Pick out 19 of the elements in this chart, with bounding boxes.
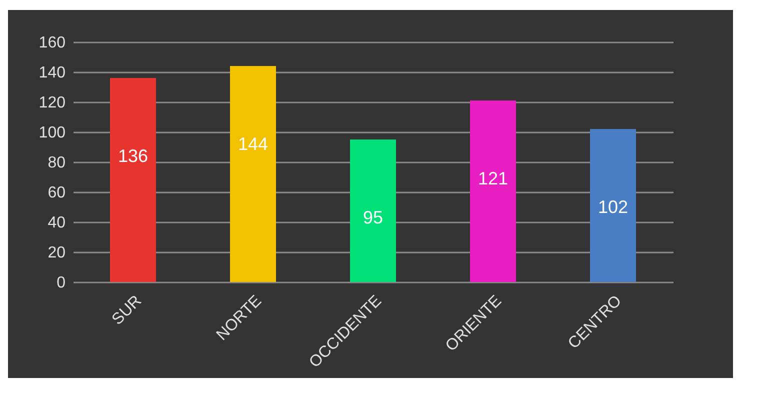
data-label: 136	[118, 146, 148, 166]
bar	[350, 140, 396, 282]
bar	[590, 129, 636, 282]
data-label: 95	[362, 208, 384, 228]
y-tick-label: 120	[38, 94, 66, 112]
data-label: 102	[598, 197, 628, 217]
y-tick-label: 20	[48, 244, 66, 262]
y-tick-label: 40	[48, 214, 66, 232]
data-label: 121	[478, 168, 508, 188]
bar	[110, 78, 156, 282]
y-tick-label: 160	[38, 34, 66, 52]
y-tick-label: 80	[48, 154, 66, 172]
y-tick-label: 100	[38, 124, 66, 142]
data-label: 144	[238, 134, 268, 154]
bar	[470, 100, 516, 282]
y-tick-label: 140	[38, 64, 66, 82]
y-tick-label: 60	[48, 184, 66, 202]
bar	[230, 66, 276, 282]
y-tick-label: 0	[56, 274, 66, 292]
